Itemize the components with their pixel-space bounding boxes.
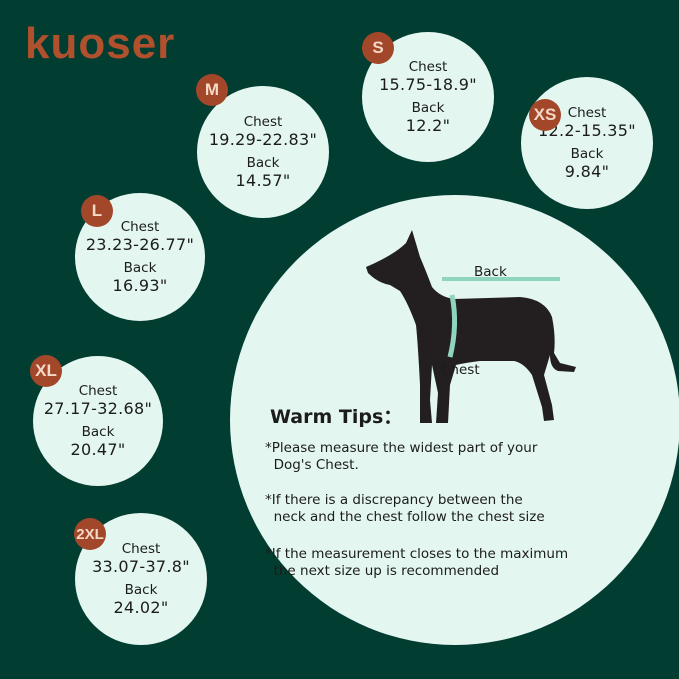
chest-value: 33.07-37.8" — [92, 557, 190, 576]
back-value: 24.02" — [113, 598, 169, 617]
chest-measure-label: Chest — [441, 362, 480, 378]
back-value: 14.57" — [235, 171, 291, 190]
back-label: Back — [81, 424, 115, 440]
chest-value: 15.75-18.9" — [379, 75, 477, 94]
measurement-guide-circle — [230, 195, 679, 645]
back-label: Back — [570, 146, 604, 162]
back-label: Back — [246, 155, 280, 171]
size-circle-m: Chest 19.29-22.83" Back 14.57" — [197, 86, 329, 218]
chest-label: Chest — [121, 541, 161, 557]
size-badge-m: M — [196, 74, 228, 106]
chest-value: 23.23-26.77" — [85, 235, 195, 254]
back-value: 20.47" — [70, 440, 126, 459]
back-label: Back — [124, 582, 158, 598]
back-label: Back — [123, 260, 157, 276]
dog-silhouette-icon — [366, 230, 576, 423]
chest-label: Chest — [243, 114, 283, 130]
chest-label: Chest — [408, 59, 448, 75]
back-value: 16.93" — [112, 276, 168, 295]
size-circle-l: Chest 23.23-26.77" Back 16.93" — [75, 193, 205, 321]
back-measure-label: Back — [474, 264, 507, 280]
tip-item: *If there is a discrepancy between the n… — [265, 492, 545, 525]
back-value: 12.2" — [405, 116, 451, 135]
chest-label: Chest — [567, 105, 607, 121]
back-value: 9.84" — [564, 162, 610, 181]
tip-item: *If the measurement closes to the maximu… — [265, 546, 569, 579]
size-circle-xs: Chest 12.2-15.35" Back 9.84" — [521, 77, 653, 209]
size-badge-l: L — [81, 195, 113, 227]
chest-label: Chest — [78, 383, 118, 399]
size-badge-xl: XL — [30, 355, 62, 387]
tip-item: *Please measure the widest part of your … — [265, 440, 538, 473]
size-badge-xs: XS — [529, 99, 561, 131]
chest-value: 12.2-15.35" — [538, 121, 636, 140]
back-label: Back — [411, 100, 445, 116]
warm-tips-title: Warm Tips： — [270, 406, 403, 428]
chest-label: Chest — [120, 219, 160, 235]
chest-value: 27.17-32.68" — [43, 399, 153, 418]
size-badge-2xl: 2XL — [74, 518, 106, 550]
size-badge-s: S — [362, 32, 394, 64]
chest-value: 19.29-22.83" — [208, 130, 318, 149]
brand-logo: kuoser — [25, 19, 176, 68]
